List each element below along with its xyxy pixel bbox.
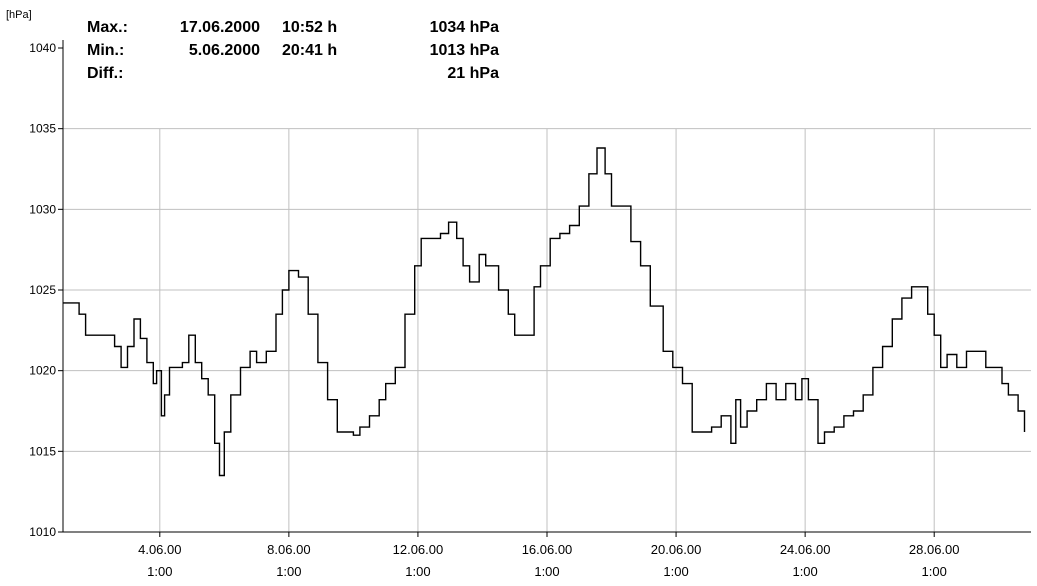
x-tick-label-date: 20.06.00 — [651, 542, 702, 557]
y-axis-unit-label: [hPa] — [6, 9, 32, 21]
series-layer — [63, 147, 1026, 477]
stats-min-date: 5.06.2000 — [188, 42, 260, 59]
pressure-series-line — [63, 147, 1026, 477]
y-tick-label: 1025 — [29, 283, 56, 297]
x-tick-label-time: 1:00 — [276, 564, 301, 579]
x-tick-label-time: 1:00 — [405, 564, 430, 579]
x-tick-label-date: 28.06.00 — [909, 542, 960, 557]
x-tick-label-time: 1:00 — [147, 564, 172, 579]
y-tick-label: 1015 — [29, 444, 56, 458]
x-tick-label-time: 1:00 — [922, 564, 947, 579]
y-tick-label: 1020 — [29, 364, 56, 378]
stats-min-value: 1013 hPa — [429, 42, 499, 59]
stats-max-time: 10:52 h — [282, 19, 338, 36]
stats-min-time: 20:41 h — [282, 42, 338, 59]
x-tick-label-date: 4.06.00 — [138, 542, 181, 557]
x-tick-label-date: 24.06.00 — [780, 542, 831, 557]
y-tick-label: 1040 — [29, 41, 56, 55]
stats-min-label: Min.: — [87, 42, 125, 59]
x-tick-label-date: 16.06.00 — [522, 542, 573, 557]
y-tick-label: 1035 — [29, 122, 56, 136]
grid — [63, 128, 1031, 532]
stats-max-label: Max.: — [87, 19, 128, 36]
stats-diff-label: Diff.: — [87, 65, 124, 82]
x-tick-label-time: 1:00 — [663, 564, 688, 579]
x-tick-label-date: 12.06.00 — [393, 542, 444, 557]
y-tick-label: 1010 — [29, 525, 56, 539]
x-tick-label-time: 1:00 — [534, 564, 559, 579]
axes — [58, 40, 1031, 537]
stats-max-date: 17.06.2000 — [179, 19, 260, 36]
y-tick-label: 1030 — [29, 202, 56, 216]
stats-max-value: 1034 hPa — [429, 19, 499, 36]
stats-diff-value: 21 hPa — [447, 65, 499, 82]
y-tick-labels: 1010 1015 1020 1025 1030 1035 1040 — [29, 41, 56, 539]
x-tick-label-date: 8.06.00 — [267, 542, 310, 557]
x-tick-labels: 4.06.00 1:00 8.06.00 1:00 12.06.00 1:00 16.06.… — [138, 542, 959, 579]
x-tick-label-time: 1:00 — [792, 564, 817, 579]
